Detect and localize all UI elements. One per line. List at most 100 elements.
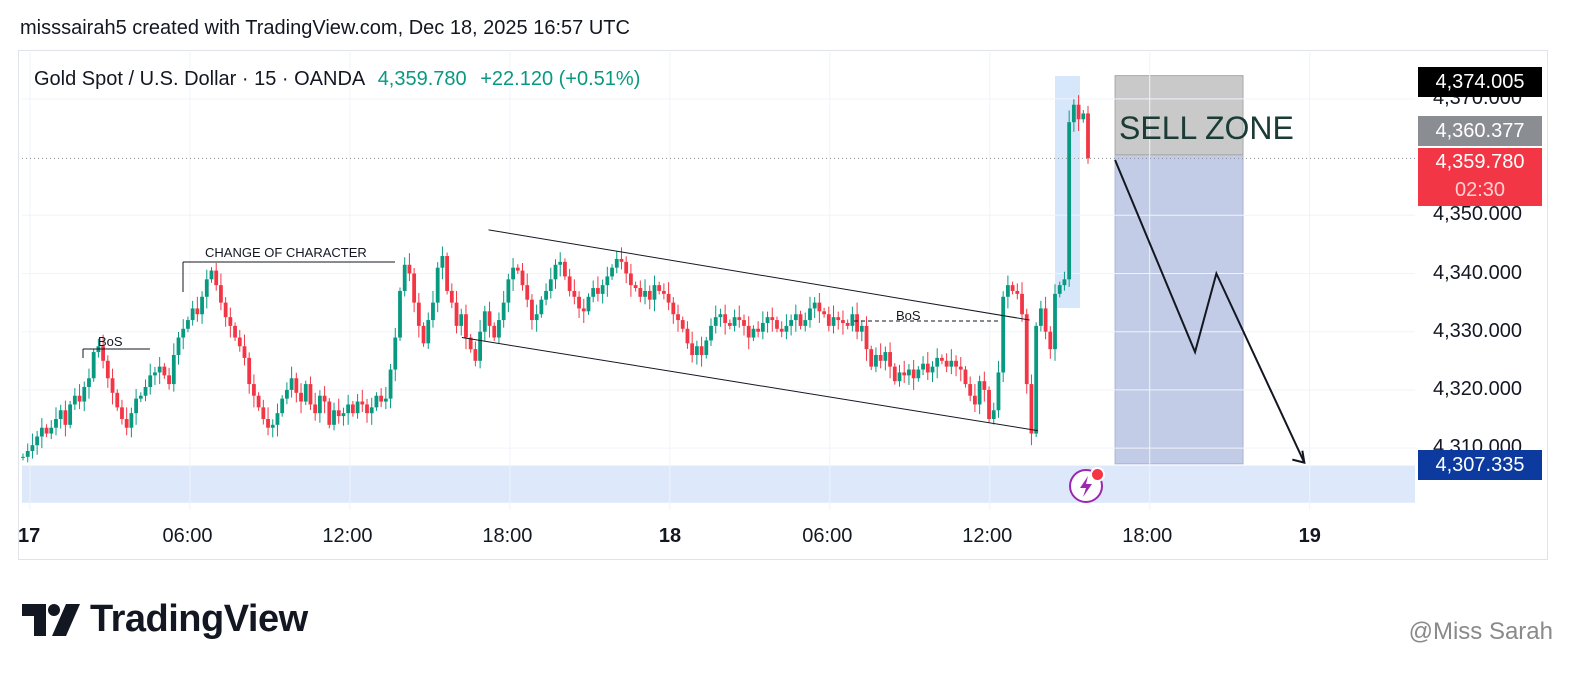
- bar-countdown: 02:30: [1454, 179, 1506, 201]
- candle-body: [704, 340, 709, 355]
- candle-body: [431, 302, 435, 321]
- candle-body: [831, 317, 836, 326]
- bos-label-1: BoS: [98, 334, 123, 349]
- candle-body: [487, 311, 492, 326]
- candle-body: [412, 273, 417, 303]
- candle-body: [284, 389, 289, 399]
- candle-body: [699, 346, 704, 355]
- candle-body: [596, 288, 600, 294]
- candle-body: [661, 290, 666, 294]
- candle-body: [134, 398, 138, 414]
- candle-body: [435, 267, 440, 303]
- ticker-line: Gold Spot / U.S. Dollar · 15 · OANDA 4,3…: [34, 68, 640, 91]
- candle-body: [204, 279, 209, 297]
- candle-body: [478, 331, 483, 361]
- candle-body: [624, 261, 629, 274]
- candle-body: [657, 285, 662, 291]
- candle-body: [280, 398, 285, 414]
- candle-body: [416, 302, 421, 326]
- candle-body: [567, 276, 572, 291]
- candle-body: [49, 427, 54, 434]
- candle-body: [1005, 285, 1010, 297]
- candle-body: [1015, 290, 1020, 294]
- candle-body: [1038, 308, 1043, 326]
- candle-body: [445, 256, 450, 291]
- candle-body: [977, 381, 982, 405]
- candle-body: [751, 328, 756, 338]
- candle-body: [789, 320, 794, 326]
- time-axis-label: 06:00: [802, 525, 853, 547]
- candle-body: [87, 378, 91, 387]
- time-axis-label: 19: [1298, 525, 1321, 547]
- projection-path: [1114, 159, 1306, 464]
- candle-body: [798, 314, 803, 326]
- candle-body: [694, 346, 699, 355]
- candle-body: [426, 320, 431, 344]
- candle-body: [157, 366, 162, 373]
- candle-body: [713, 317, 718, 326]
- candle-body: [153, 372, 157, 376]
- alert-icon[interactable]: [1069, 467, 1105, 503]
- candle-body: [864, 325, 869, 350]
- candle-body: [779, 328, 784, 332]
- projection-arrowhead: [1292, 450, 1306, 464]
- candle-body: [746, 325, 751, 338]
- candle-body: [756, 328, 761, 332]
- tradingview-logo[interactable]: TradingView: [22, 598, 308, 641]
- candle-body: [454, 302, 459, 326]
- candle-body: [869, 349, 874, 367]
- candle-body: [902, 372, 907, 376]
- candle-body: [817, 302, 822, 312]
- candle-body: [252, 384, 256, 396]
- candle-body: [266, 419, 270, 428]
- candle-body: [855, 314, 859, 332]
- candle-body: [647, 290, 652, 300]
- candle-body: [530, 299, 534, 321]
- candle-body: [449, 290, 454, 303]
- candle-body: [1010, 285, 1015, 291]
- candle-body: [336, 410, 341, 417]
- candle-body: [303, 384, 308, 402]
- candle-body: [407, 264, 412, 274]
- candle-body: [520, 270, 525, 286]
- candle-body: [124, 419, 129, 428]
- candle-body: [25, 451, 30, 457]
- candle-body: [138, 395, 143, 399]
- candle-body: [21, 456, 25, 458]
- candle-body: [1029, 384, 1034, 434]
- candle-body: [949, 360, 954, 367]
- candle-body: [577, 296, 581, 309]
- candle-body: [360, 401, 365, 405]
- candle-body: [548, 279, 553, 291]
- candle-body: [383, 398, 388, 402]
- symbol-label[interactable]: Gold Spot / U.S. Dollar · 15 · OANDA: [34, 68, 365, 90]
- last-price-label: 4,359.780: [377, 68, 467, 90]
- candle-body: [610, 267, 614, 277]
- candle-body: [826, 314, 831, 326]
- candle-body: [270, 424, 275, 428]
- candle-body: [944, 360, 949, 367]
- high-price-tag: 4,374.005: [1418, 67, 1542, 97]
- candle-body: [544, 290, 548, 300]
- candle-body: [652, 285, 657, 300]
- sell-zone: [1114, 75, 1244, 156]
- price-axis-label: 4,330.000: [1433, 319, 1522, 342]
- target-zone: [1114, 154, 1244, 465]
- candle-body: [973, 395, 977, 405]
- candle-body: [888, 352, 892, 367]
- candle-body: [925, 363, 930, 373]
- candle-body: [685, 328, 690, 344]
- candle-body: [718, 314, 723, 318]
- candle-body: [1048, 331, 1053, 350]
- candle-body: [845, 322, 850, 326]
- candle-body: [727, 322, 732, 326]
- candle-body: [379, 395, 384, 402]
- candle-body: [1076, 104, 1081, 120]
- tradingview-logo-icon: [22, 603, 80, 636]
- candle-body: [534, 314, 539, 321]
- candle-body: [775, 320, 779, 329]
- candle-body: [473, 349, 478, 361]
- candle-body: [982, 381, 987, 390]
- candle-body: [402, 264, 407, 291]
